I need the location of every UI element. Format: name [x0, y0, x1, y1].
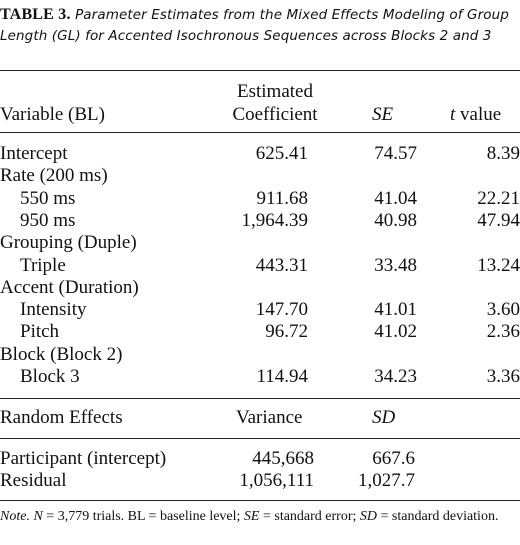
random-variance-header: Variance	[236, 407, 303, 428]
row-se: 41.02	[374, 321, 417, 343]
row-t-value: 2.36	[486, 321, 520, 343]
random-sd-header: SD	[372, 407, 396, 428]
row-t-value: 8.39	[486, 143, 520, 164]
header-t-symbol: t	[450, 104, 456, 125]
header-estimated-line1: Estimated	[237, 81, 313, 102]
row-t-value: 3.36	[486, 366, 520, 387]
row-t-value: 3.60	[486, 299, 520, 321]
row-coefficient: 147.70	[255, 299, 308, 321]
random-row-sd: 667.6	[372, 448, 415, 469]
note-n-symbol: N	[33, 509, 43, 524]
note-part1: = 3,779 trials. BL = baseline level;	[42, 509, 244, 524]
random-row-variance: 445,668	[252, 448, 314, 469]
bottom-rule	[0, 500, 520, 502]
top-rule	[0, 70, 520, 72]
random-row-label: Participant (intercept)	[0, 448, 167, 469]
row-se: 41.04	[374, 187, 417, 209]
row-coefficient: 96.72	[265, 321, 308, 343]
row-label: Rate (200 ms)	[0, 165, 108, 187]
row-coefficient: 443.31	[255, 254, 308, 276]
row-t-value: 22.21	[477, 187, 520, 209]
row-se: 34.23	[374, 366, 417, 387]
header-estimated-line2: Coefficient	[232, 104, 318, 125]
header-t-value: t value	[450, 104, 501, 126]
random-row-variance: 1,056,111	[239, 470, 314, 492]
header-t-text: value	[455, 104, 502, 125]
header-se: SE	[372, 104, 394, 125]
row-coefficient: 1,964.39	[241, 209, 309, 231]
table-caption: TABLE 3. Parameter Estimates from the Mi…	[0, 4, 516, 47]
row-label: 550 ms	[20, 187, 76, 209]
random-effects-label: Random Effects	[0, 407, 123, 428]
row-coefficient: 911.68	[256, 187, 308, 209]
row-coefficient: 625.41	[255, 143, 308, 164]
random-top-rule	[0, 398, 520, 399]
note-part3: = standard deviation.	[377, 509, 499, 524]
row-se: 33.48	[374, 254, 417, 276]
row-label: Triple	[20, 254, 66, 276]
random-row-sd: 1,027.7	[358, 470, 415, 492]
row-label: Intercept	[0, 143, 68, 164]
random-row-label: Residual	[0, 470, 67, 492]
row-coefficient: 114.94	[256, 366, 308, 387]
header-variable: Variable (BL)	[0, 104, 105, 125]
row-t-value: 47.94	[477, 209, 520, 231]
note-sd-symbol: SD	[359, 509, 378, 524]
row-se: 74.57	[374, 143, 417, 164]
row-label: Block 3	[20, 366, 80, 387]
header-rule	[0, 132, 520, 133]
table-note: Note. N = 3,779 trials. BL = baseline le…	[0, 507, 520, 526]
note-prefix: Note.	[0, 509, 30, 524]
table-caption-text: Parameter Estimates from the Mixed Effec…	[0, 7, 509, 44]
row-t-value: 13.24	[477, 254, 520, 276]
random-mid-rule	[0, 438, 520, 439]
row-label: Block (Block 2)	[0, 343, 123, 365]
note-se-symbol: SE	[243, 509, 260, 524]
row-se: 40.98	[374, 209, 417, 231]
row-label: 950 ms	[20, 209, 76, 231]
row-label: Accent (Duration)	[0, 276, 139, 298]
note-part2: = standard error;	[259, 509, 360, 524]
table-label: TABLE 3.	[0, 6, 71, 23]
row-label: Intensity	[20, 299, 87, 321]
row-se: 41.01	[374, 299, 417, 321]
row-label: Grouping (Duple)	[0, 232, 137, 254]
row-label: Pitch	[20, 321, 60, 343]
